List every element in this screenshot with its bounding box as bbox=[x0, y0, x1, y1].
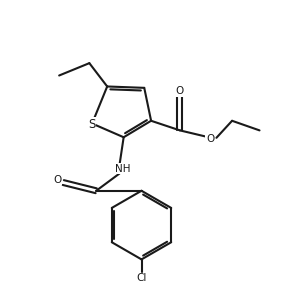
Text: O: O bbox=[176, 86, 184, 96]
Text: O: O bbox=[53, 175, 61, 185]
Text: NH: NH bbox=[115, 164, 130, 174]
Text: Cl: Cl bbox=[136, 273, 147, 283]
Text: O: O bbox=[206, 134, 214, 144]
Text: S: S bbox=[88, 118, 95, 131]
